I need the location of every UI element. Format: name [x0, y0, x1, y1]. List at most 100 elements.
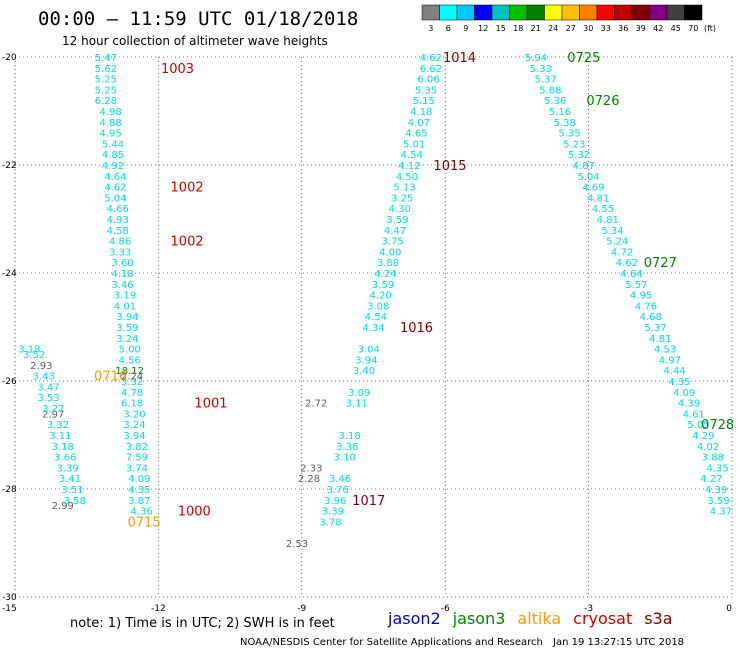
wave-height-value: 3.59 — [372, 280, 394, 291]
wave-height-value: 4.72 — [611, 247, 633, 258]
scale-label: 39 — [636, 24, 646, 33]
pass-time-label: 1003 — [161, 62, 194, 77]
scale-swatch — [509, 4, 528, 21]
wave-height-value: 3.18 — [52, 442, 74, 453]
pass-time-label: 0728 — [701, 418, 734, 433]
wave-height-value: 4.68 — [640, 312, 662, 323]
wave-height-value: 5.25 — [95, 75, 117, 86]
scale-swatch — [544, 4, 563, 21]
scale-label: 18 — [513, 24, 523, 33]
pass-labels: 1003 1002 1002 1001 1000 1014 1015 1016 1017 0716… — [94, 51, 734, 530]
wave-height-value: 7.59 — [126, 453, 148, 464]
wave-height-value: 4.29 — [692, 431, 714, 442]
wave-height-value: 4.81 — [649, 334, 671, 345]
scale-label: 15 — [496, 24, 506, 33]
wave-height-value: 4.54 — [365, 312, 387, 323]
wave-height-value: 3.18 — [18, 345, 40, 356]
scale-swatch — [421, 4, 440, 21]
wave-height-value: 3.41 — [59, 474, 81, 485]
wave-height-value: 5.01 — [403, 139, 425, 150]
wave-height-value: 3.47 — [37, 382, 59, 393]
wave-height-value: 3.88 — [377, 258, 399, 269]
wave-height-value: 3.36 — [336, 442, 358, 453]
wave-height-value: 6.18 — [121, 399, 143, 410]
wave-height-value: 5.16 — [549, 107, 571, 118]
scale-swatch — [491, 4, 510, 21]
wave-height-value: 3.24 — [116, 334, 138, 345]
wave-height-value: 3.53 — [37, 393, 59, 404]
satellite-legend-cryosat: cryosat — [573, 609, 632, 628]
satellite-legend-jason3: jason3 — [452, 609, 506, 628]
wave-height-value: 2.99 — [52, 501, 74, 512]
wave-height-value: 3.74 — [126, 463, 148, 474]
pass-time-label: 0727 — [644, 256, 677, 271]
scale-label: 30 — [583, 24, 593, 33]
wave-height-value: 3.88 — [702, 453, 724, 464]
scale-label: 21 — [531, 24, 541, 33]
scale-swatch — [684, 4, 703, 21]
scale-swatch — [439, 4, 458, 21]
wave-height-value: 4.62 — [616, 258, 638, 269]
wave-height-value: 3.87 — [128, 496, 150, 507]
wave-height-value: 4.53 — [654, 345, 676, 356]
wave-height-value: 3.51 — [61, 485, 83, 496]
wave-height-value: 5.33 — [530, 64, 552, 75]
pass-time-label: 1002 — [171, 235, 204, 250]
wave-height-value: 4.24 — [374, 269, 396, 280]
color-scale-legend: 3 6 9 12 15 18 21 24 27 30 33 36 39 42 45 70 (ft) — [421, 4, 716, 33]
wave-height-value: 5.57 — [625, 280, 647, 291]
scale-label: 27 — [566, 24, 576, 33]
x-tick-label: 0 — [726, 604, 732, 614]
wave-height-value: 6.28 — [95, 96, 117, 107]
wave-height-value: 4.76 — [635, 301, 657, 312]
wave-height-value: 3.94 — [355, 355, 377, 366]
x-tick-label: -9 — [297, 604, 306, 614]
wave-height-value: 5.94 — [525, 53, 547, 64]
wave-height-value: 4.69 — [582, 183, 604, 194]
wave-height-value: 4.35 — [668, 377, 690, 388]
footer-source: NOAA/NESDIS Center for Satellite Applica… — [240, 637, 543, 648]
wave-height-value: 3.24 — [123, 420, 145, 431]
note-text: note: 1) Time is in UTC; 2) SWH is in fe… — [70, 616, 335, 631]
y-tick-label: -28 — [2, 485, 17, 495]
satellite-legend-s3a: s3a — [644, 609, 672, 628]
wave-height-value: 4.44 — [664, 366, 686, 377]
x-tick-label: -6 — [441, 604, 450, 614]
satellite-legend-altika: altika — [517, 609, 561, 628]
wave-height-value: 3.27 — [42, 404, 64, 415]
wave-height-value: 4.07 — [408, 118, 430, 129]
scale-label: 45 — [671, 24, 681, 33]
wave-height-value: 4.01 — [114, 301, 136, 312]
wave-height-value: 3.82 — [126, 442, 148, 453]
wave-height-value: 3.11 — [49, 431, 71, 442]
wave-height-value: 2.33 — [300, 463, 322, 474]
scale-label: 70 — [688, 24, 698, 33]
wave-height-value: 4.93 — [107, 215, 129, 226]
wave-height-value: 3.76 — [327, 485, 349, 496]
wave-height-value: 3.11 — [346, 399, 368, 410]
wave-height-value: 4.81 — [597, 215, 619, 226]
wave-height-values: 5.475.625.255.256.284.984.884.955.444.85… — [18, 53, 732, 550]
wave-height-value: 3.66 — [54, 453, 76, 464]
y-tick-label: -26 — [2, 377, 17, 387]
x-tick-label: -15 — [2, 604, 17, 614]
wave-height-value: 2.72 — [305, 399, 327, 410]
wave-height-value: 5.13 — [393, 183, 415, 194]
wave-height-value: 3.04 — [358, 345, 380, 356]
x-tick-label: -12 — [151, 604, 166, 614]
wave-height-value: 4.92 — [102, 161, 124, 172]
wave-height-value: 4.56 — [119, 355, 141, 366]
wave-height-value: 3.52 — [23, 350, 45, 361]
wave-height-value: 3.46 — [111, 280, 133, 291]
wave-height-value: 4.18 — [111, 269, 133, 280]
scale-swatch — [596, 4, 615, 21]
pass-time-label: 1014 — [443, 51, 476, 66]
wave-height-value: 5.04 — [577, 172, 599, 183]
wave-height-value: 5.32 — [568, 150, 590, 161]
chart-title: 00:00 – 11:59 UTC 01/18/2018 — [38, 8, 358, 30]
wave-height-value: 4.50 — [396, 172, 418, 183]
y-tick-label: -20 — [2, 53, 17, 63]
wave-height-value: 3.32 — [121, 377, 143, 388]
wave-height-value: 4.61 — [683, 409, 705, 420]
wave-height-value: 3.33 — [109, 247, 131, 258]
